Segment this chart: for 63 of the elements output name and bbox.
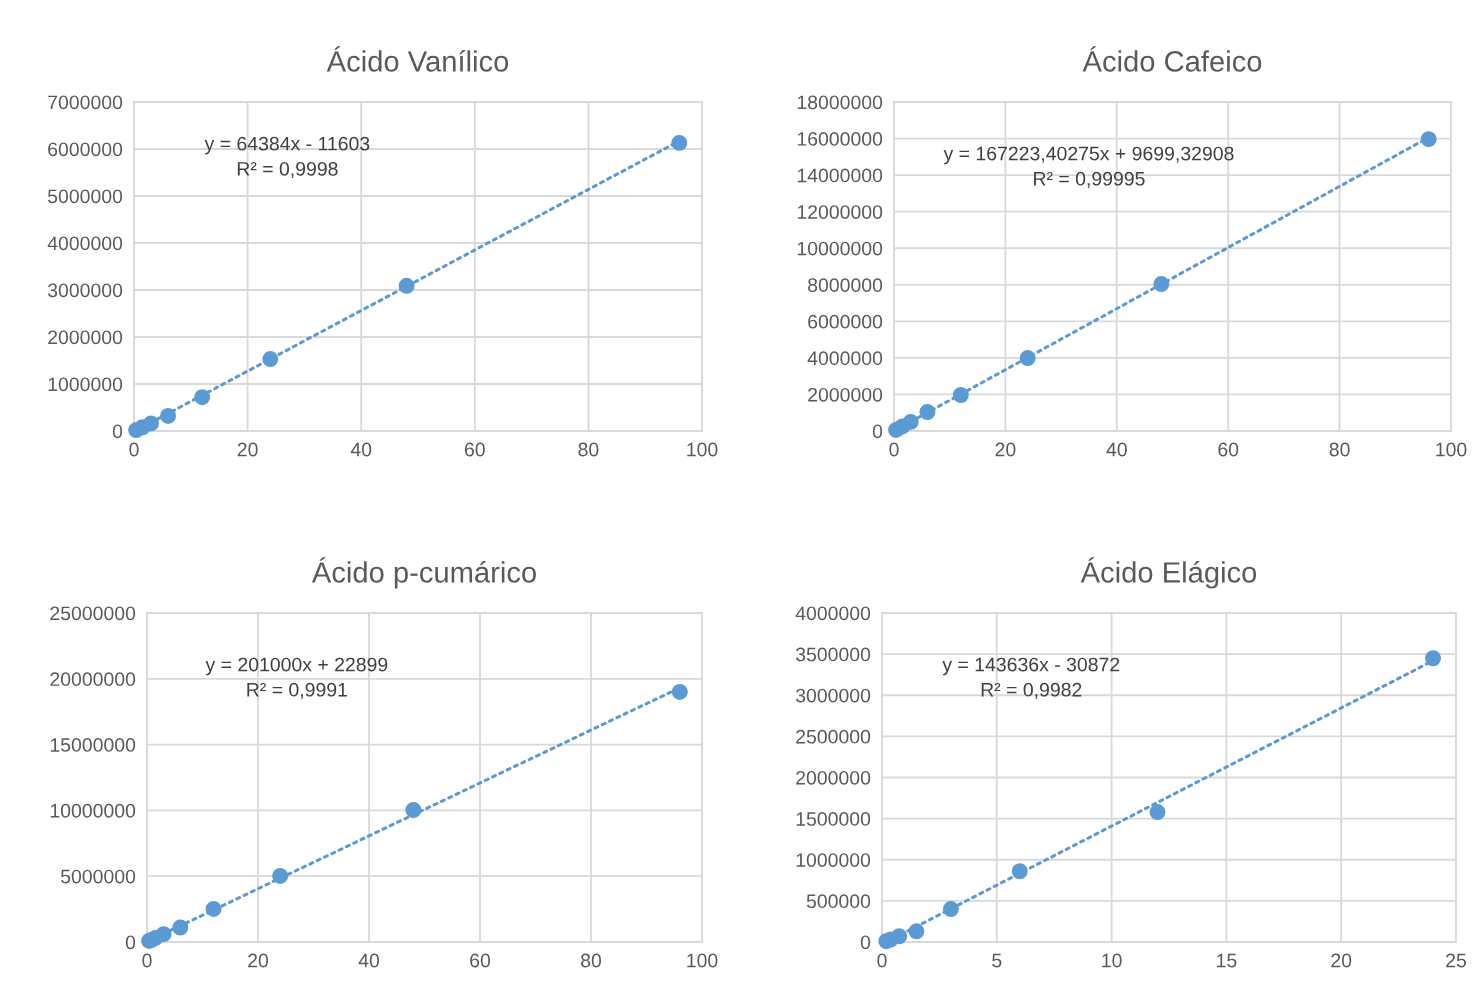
x-tick-label: 100 [687, 953, 718, 968]
y-tick-label: 1000000 [48, 377, 123, 392]
chart-title: Ácido Cafeico [1082, 46, 1262, 72]
x-tick-label: 15 [1217, 953, 1237, 968]
y-tick-label: 5000000 [60, 869, 136, 884]
y-tick-label: 3500000 [795, 647, 871, 662]
x-tick-label: 20 [995, 442, 1016, 457]
x-tick-label: 100 [687, 442, 718, 457]
chart-title: Ácido Vanílico [326, 46, 509, 72]
annotation: y = 167223,40275x + 9699,32908 R² = 0,99995 [943, 146, 1234, 188]
x-tick-label: 25 [1446, 953, 1466, 968]
y-tick-label: 18000000 [797, 95, 883, 110]
x-tick-label: 20 [248, 953, 269, 968]
x-tick-label: 0 [889, 442, 899, 457]
x-tick-label: 100 [1436, 442, 1467, 457]
y-tick-label: 8000000 [808, 278, 883, 293]
y-tick-label: 10000000 [797, 241, 883, 256]
x-tick-label: 5 [992, 953, 1002, 968]
y-tick-label: 4000000 [807, 351, 883, 366]
y-tick-label: 6000000 [808, 314, 883, 329]
x-tick-label: 80 [581, 953, 602, 968]
y-tick-label: 1500000 [796, 812, 871, 826]
x-tick-label: 60 [470, 953, 491, 968]
y-tick-label: 20000000 [50, 672, 136, 687]
x-tick-label: 10 [1102, 953, 1122, 968]
y-tick-label: 2000000 [796, 770, 871, 785]
y-tick-label: 4000000 [795, 606, 871, 621]
y-tick-label: 0 [112, 424, 123, 439]
y-tick-label: 0 [125, 935, 136, 950]
y-tick-label: 2000000 [48, 330, 123, 345]
y-tick-label: 15000000 [50, 738, 136, 752]
x-tick-label: 60 [1218, 442, 1239, 457]
x-tick-label: 40 [1106, 442, 1127, 457]
x-tick-label: 20 [237, 442, 258, 457]
x-tick-label: 80 [578, 442, 599, 457]
x-tick-label: 20 [1331, 953, 1352, 968]
y-tick-label: 1000000 [796, 853, 871, 867]
y-tick-label: 3000000 [795, 688, 871, 703]
x-tick-label: 40 [350, 442, 372, 457]
x-tick-label: 0 [142, 953, 152, 968]
y-tick-label: 25000000 [50, 606, 136, 621]
annotation: y = 143636x - 30872 R² = 0,9982 [942, 657, 1120, 699]
y-tick-label: 4000000 [47, 236, 123, 251]
y-tick-label: 0 [872, 424, 883, 439]
x-tick-label: 80 [1329, 442, 1350, 457]
y-tick-label: 3000000 [47, 283, 123, 298]
y-tick-label: 12000000 [797, 205, 883, 219]
x-tick-label: 40 [358, 953, 380, 968]
y-tick-label: 7000000 [48, 95, 123, 110]
y-tick-label: 2500000 [796, 729, 871, 744]
chart-title: Ácido p-cumárico [311, 557, 536, 589]
y-tick-label: 6000000 [48, 142, 123, 157]
y-tick-label: 0 [860, 935, 871, 950]
y-tick-label: 14000000 [797, 168, 883, 183]
annotation: y = 64384x - 11603 R² = 0,9998 [204, 136, 370, 179]
y-tick-label: 16000000 [797, 132, 883, 146]
x-tick-label: 60 [464, 442, 485, 457]
chart-title: Ácido Elágico [1080, 557, 1257, 589]
y-tick-label: 5000000 [47, 189, 123, 204]
y-tick-label: 500000 [806, 894, 871, 909]
y-tick-label: 10000000 [50, 803, 136, 818]
annotation: y = 201000x + 22899 R² = 0,9991 [205, 657, 388, 699]
y-tick-label: 2000000 [808, 387, 883, 402]
